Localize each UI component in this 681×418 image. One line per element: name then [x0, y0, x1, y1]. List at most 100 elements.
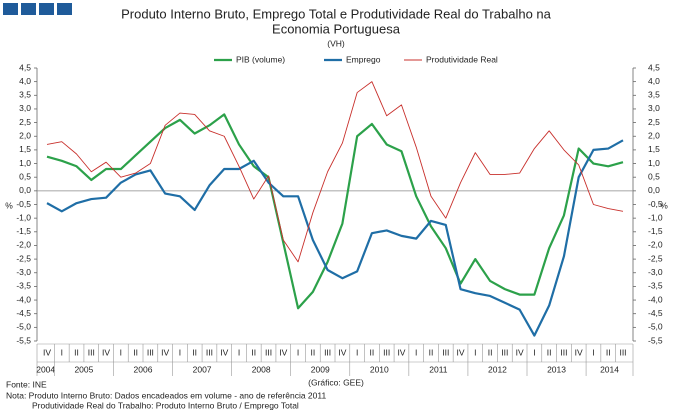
x-tick-label: I	[474, 347, 476, 357]
y2-tick-label: -4,5	[648, 308, 663, 318]
legend-label: PIB (volume)	[236, 54, 285, 64]
note: Nota: Produto Interno Bruto: Dados encad…	[6, 390, 326, 400]
y2-tick-label: 2,0	[648, 131, 660, 141]
legend-label: Produtividade Real	[426, 54, 498, 64]
y2-tick-label: -1,0	[648, 212, 663, 222]
y-tick-label: -4,0	[16, 294, 31, 304]
logo-square	[21, 3, 36, 15]
legend-label: Emprego	[346, 54, 381, 64]
x-tick-label: II	[310, 347, 315, 357]
x-tick-label: I	[356, 347, 358, 357]
y2-tick-label: 1,0	[648, 158, 660, 168]
y-tick-label: 1,5	[19, 144, 31, 154]
series-line	[46, 139, 624, 337]
y2-tick-label: -4,0	[648, 294, 663, 304]
x-group-label: 2013	[547, 364, 566, 374]
chart-title: Produto Interno Bruto, Emprego Total e P…	[121, 6, 552, 21]
y-tick-label: -2,5	[16, 253, 31, 263]
y-tick-label: 4,5	[19, 62, 31, 72]
x-group-label: 2010	[370, 364, 389, 374]
x-tick-label: IV	[575, 347, 583, 357]
x-tick-label: I	[61, 347, 63, 357]
x-tick-label: IV	[338, 347, 346, 357]
x-tick-label: II	[488, 347, 493, 357]
y-tick-label: 0,5	[19, 171, 31, 181]
y-tick-label: -5,0	[16, 322, 31, 332]
y-tick-label: 2,5	[19, 117, 31, 127]
y2-tick-label: 3,5	[648, 90, 660, 100]
x-group-label: 2011	[429, 364, 448, 374]
x-tick-label: II	[547, 347, 552, 357]
x-tick-label: III	[88, 347, 95, 357]
x-tick-label: II	[74, 347, 79, 357]
y-tick-label: -1,0	[16, 212, 31, 222]
x-group-label: 2009	[311, 364, 330, 374]
y2-axis-label: %	[660, 200, 668, 210]
x-tick-label: I	[533, 347, 535, 357]
source: Fonte: INE	[6, 379, 47, 389]
x-tick-label: II	[133, 347, 138, 357]
y2-tick-label: 4,0	[648, 76, 660, 86]
x-tick-label: IV	[516, 347, 524, 357]
x-tick-label: IV	[457, 347, 465, 357]
y-tick-label: 4,0	[19, 76, 31, 86]
x-group-label: 2014	[600, 364, 619, 374]
y2-tick-label: 3,0	[648, 103, 660, 113]
y-tick-label: -5,5	[16, 335, 31, 345]
y2-tick-label: -5,0	[648, 322, 663, 332]
x-tick-label: III	[265, 347, 272, 357]
x-group-label: 2007	[193, 364, 212, 374]
x-tick-label: IV	[220, 347, 228, 357]
y-tick-label: 2,0	[19, 131, 31, 141]
x-tick-label: III	[442, 347, 449, 357]
x-tick-label: II	[370, 347, 375, 357]
x-tick-label: I	[297, 347, 299, 357]
y2-tick-label: -2,0	[648, 240, 663, 250]
logo-square	[57, 3, 72, 15]
x-tick-label: III	[147, 347, 154, 357]
chart-subtitle: (VH)	[327, 38, 345, 48]
x-tick-label: III	[324, 347, 331, 357]
y2-tick-label: 0,5	[648, 171, 660, 181]
x-tick-label: IV	[397, 347, 405, 357]
y2-tick-label: -3,0	[648, 267, 663, 277]
chart-title: Economia Portuguesa	[272, 21, 401, 36]
logo-square	[39, 3, 54, 15]
x-tick-label: III	[206, 347, 213, 357]
x-tick-label: II	[251, 347, 256, 357]
y2-tick-label: -3,5	[648, 281, 663, 291]
y2-tick-label: -1,5	[648, 226, 663, 236]
y-tick-label: 1,0	[19, 158, 31, 168]
y2-tick-label: 0,0	[648, 185, 660, 195]
x-tick-label: II	[606, 347, 611, 357]
y-tick-label: -0,5	[16, 199, 31, 209]
x-group-label: 2005	[74, 364, 93, 374]
y2-tick-label: 4,5	[648, 62, 660, 72]
x-tick-label: I	[179, 347, 181, 357]
y-tick-label: -3,0	[16, 267, 31, 277]
series-line	[46, 81, 624, 263]
x-tick-label: III	[560, 347, 567, 357]
x-tick-label: III	[619, 347, 626, 357]
y2-tick-label: -2,5	[648, 253, 663, 263]
x-group-label: 2012	[488, 364, 507, 374]
y2-tick-label: 2,5	[648, 117, 660, 127]
x-tick-label: III	[383, 347, 390, 357]
x-group-label: 2008	[252, 364, 271, 374]
y-tick-label: 0,0	[19, 185, 31, 195]
y-axis-label: %	[5, 200, 13, 210]
x-group-label: 2006	[134, 364, 153, 374]
note: Produtividade Real do Trabalho: Produto …	[32, 400, 299, 410]
x-tick-label: IV	[279, 347, 287, 357]
y-tick-label: -2,0	[16, 240, 31, 250]
series-line	[46, 113, 624, 310]
y-tick-label: -3,5	[16, 281, 31, 291]
x-group-label: 2004	[36, 364, 55, 374]
x-tick-label: I	[238, 347, 240, 357]
credit: (Gráfico: GEE)	[308, 377, 364, 387]
x-tick-label: I	[592, 347, 594, 357]
y-tick-label: -1,5	[16, 226, 31, 236]
logo-square	[3, 3, 18, 15]
x-tick-label: I	[415, 347, 417, 357]
